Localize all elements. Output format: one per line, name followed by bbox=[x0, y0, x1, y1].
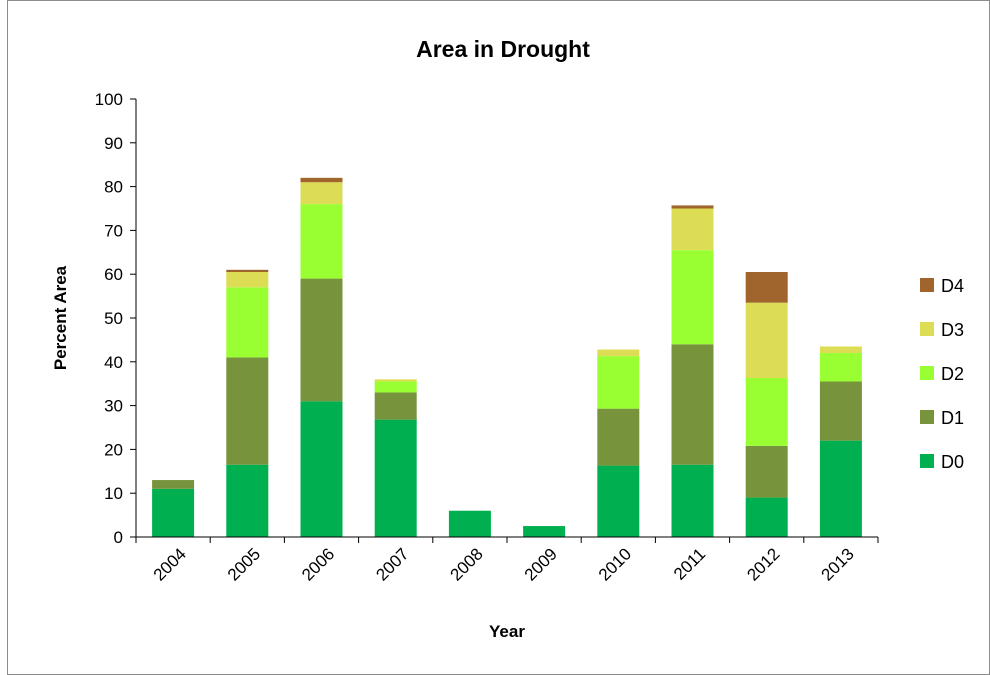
chart-title: Area in Drought bbox=[416, 36, 590, 62]
bar-segment-d2 bbox=[226, 287, 269, 358]
bar-segment-d0 bbox=[226, 464, 269, 537]
bar-segment-d2 bbox=[745, 378, 788, 446]
legend-label-d3: D3 bbox=[941, 320, 964, 340]
y-tick-label: 40 bbox=[104, 353, 123, 372]
y-tick-label: 70 bbox=[104, 221, 123, 240]
bar-segment-d1 bbox=[819, 381, 862, 441]
y-tick-label: 30 bbox=[104, 397, 123, 416]
bar-segment-d3 bbox=[374, 379, 417, 382]
y-tick-label: 0 bbox=[114, 528, 123, 547]
chart-frame bbox=[7, 0, 990, 675]
bar-segment-d0 bbox=[152, 488, 195, 537]
y-tick-label: 10 bbox=[104, 484, 123, 503]
legend-swatch-d0 bbox=[920, 454, 934, 468]
bar-segment-d1 bbox=[152, 480, 195, 489]
bar-segment-d1 bbox=[671, 344, 714, 465]
bar-segment-d0 bbox=[745, 497, 788, 537]
bar-segment-d0 bbox=[448, 510, 491, 537]
bars-group bbox=[152, 177, 862, 537]
bar-segment-d0 bbox=[819, 440, 862, 537]
bar-segment-d4 bbox=[671, 205, 714, 209]
x-axis-title: Year bbox=[489, 622, 525, 641]
bar-segment-d3 bbox=[671, 208, 714, 251]
y-axis-title: Percent Area bbox=[51, 265, 70, 370]
bar-segment-d3 bbox=[226, 272, 269, 288]
bar-segment-d2 bbox=[597, 356, 640, 409]
bar-segment-d2 bbox=[671, 250, 714, 345]
bar-segment-d1 bbox=[300, 278, 343, 402]
y-tick-label: 100 bbox=[95, 90, 123, 109]
bar-segment-d1 bbox=[226, 357, 269, 465]
bar-segment-d0 bbox=[671, 464, 714, 537]
legend-swatch-d2 bbox=[920, 366, 934, 380]
bar-segment-d2 bbox=[819, 353, 862, 382]
bar-segment-d1 bbox=[745, 445, 788, 498]
bar-segment-d1 bbox=[597, 408, 640, 466]
bar-segment-d0 bbox=[597, 465, 640, 537]
y-tick-label: 90 bbox=[104, 134, 123, 153]
legend-label-d4: D4 bbox=[941, 276, 964, 296]
y-tick-label: 20 bbox=[104, 440, 123, 459]
bar-segment-d3 bbox=[597, 349, 640, 357]
bar-segment-d4 bbox=[300, 177, 343, 183]
y-tick-label: 80 bbox=[104, 178, 123, 197]
legend: D4 D3 D2 D1 D0 bbox=[920, 276, 964, 472]
legend-swatch-d1 bbox=[920, 410, 934, 424]
bar-segment-d4 bbox=[226, 269, 269, 273]
bar-segment-d3 bbox=[819, 346, 862, 354]
y-axis-ticks: 0 10 20 30 40 50 60 70 80 90 100 bbox=[95, 90, 136, 547]
bar-segment-d4 bbox=[745, 272, 788, 303]
bar-segment-d3 bbox=[745, 302, 788, 379]
bar-segment-d1 bbox=[374, 392, 417, 420]
legend-label-d1: D1 bbox=[941, 408, 964, 428]
legend-swatch-d4 bbox=[920, 278, 934, 292]
legend-label-d2: D2 bbox=[941, 364, 964, 384]
legend-label-d0: D0 bbox=[941, 452, 964, 472]
legend-swatch-d3 bbox=[920, 322, 934, 336]
bar-segment-d0 bbox=[523, 526, 566, 537]
bar-segment-d0 bbox=[374, 419, 417, 537]
bar-segment-d0 bbox=[300, 401, 343, 537]
bar-segment-d2 bbox=[374, 381, 417, 393]
bar-segment-d2 bbox=[300, 204, 343, 279]
bar-segment-d3 bbox=[300, 182, 343, 205]
y-tick-label: 50 bbox=[104, 309, 123, 328]
y-tick-label: 60 bbox=[104, 265, 123, 284]
